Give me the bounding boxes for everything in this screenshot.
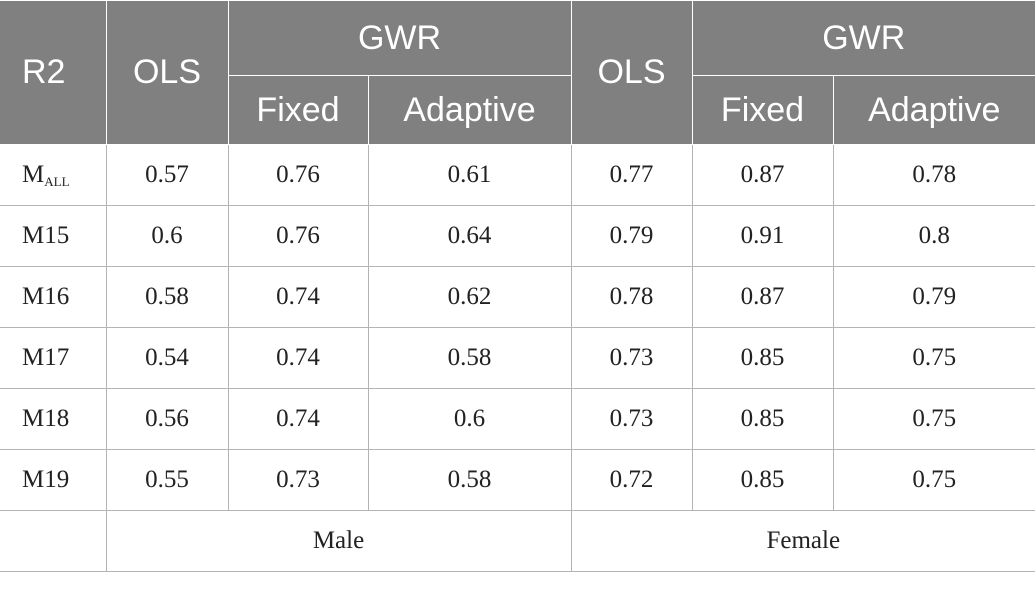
cell-adaptive-male: 0.58 [367,449,572,511]
cell-fixed-female: 0.87 [691,144,834,206]
table-header: R2 OLS GWR OLS GWR Fixed Adaptive Fixed … [0,0,1035,145]
cell-ols-female: 0.77 [570,144,693,206]
ols-male-header: OLS [105,0,229,145]
cell-fixed-male: 0.74 [227,327,369,389]
table-row: M16 0.58 0.74 0.62 0.78 0.87 0.79 [0,266,1035,328]
cell-adaptive-female: 0.78 [832,144,1035,206]
row-label-text: M18 [22,405,70,432]
row-label: M19 [0,449,107,511]
group-label-row: Male Female [0,510,1035,572]
cell-adaptive-female: 0.79 [832,266,1035,328]
cell-fixed-male: 0.74 [227,266,369,328]
ols-female-header: OLS [570,0,693,145]
row-label-subscript: ALL [44,173,70,189]
cell-ols-female: 0.78 [570,266,693,328]
cell-ols-male: 0.55 [105,449,229,511]
row-label: M16 [0,266,107,328]
cell-adaptive-female: 0.75 [832,449,1035,511]
cell-adaptive-female: 0.8 [832,205,1035,267]
cell-fixed-female: 0.85 [691,449,834,511]
cell-fixed-male: 0.74 [227,388,369,450]
r2-comparison-table: R2 OLS GWR OLS GWR Fixed Adaptive Fixed … [0,0,1035,572]
cell-ols-female: 0.72 [570,449,693,511]
table-body: MALL 0.57 0.76 0.61 0.77 0.87 0.78 M15 0… [0,144,1035,572]
female-group-label: Female [570,510,1035,572]
cell-ols-male: 0.6 [105,205,229,267]
cell-fixed-female: 0.85 [691,327,834,389]
row-label-text: M19 [22,466,70,493]
row-label-text: M16 [22,283,70,310]
table-row: M18 0.56 0.74 0.6 0.73 0.85 0.75 [0,388,1035,450]
gwr-female-header: GWR [691,0,1035,76]
cell-fixed-male: 0.76 [227,205,369,267]
cell-ols-male: 0.58 [105,266,229,328]
row-label: MALL [0,144,107,206]
cell-ols-male: 0.54 [105,327,229,389]
cell-ols-male: 0.56 [105,388,229,450]
cell-adaptive-male: 0.6 [367,388,572,450]
cell-adaptive-female: 0.75 [832,327,1035,389]
r2-header: R2 [0,0,107,145]
table-row: M15 0.6 0.76 0.64 0.79 0.91 0.8 [0,205,1035,267]
empty-cell [0,510,107,572]
row-label: M17 [0,327,107,389]
fixed-male-header: Fixed [228,75,369,145]
cell-fixed-male: 0.76 [227,144,369,206]
cell-adaptive-male: 0.61 [367,144,572,206]
table-row: M19 0.55 0.73 0.58 0.72 0.85 0.75 [0,449,1035,511]
cell-ols-male: 0.57 [105,144,229,206]
row-label: M18 [0,388,107,450]
header-row-sub: Fixed Adaptive Fixed Adaptive [0,75,1035,145]
cell-adaptive-male: 0.64 [367,205,572,267]
row-label-text: M17 [22,344,70,371]
male-group-label: Male [105,510,572,572]
cell-adaptive-male: 0.62 [367,266,572,328]
adaptive-female-header: Adaptive [832,75,1035,145]
row-label-text: M [22,160,45,188]
cell-ols-female: 0.73 [570,327,693,389]
cell-adaptive-female: 0.75 [832,388,1035,450]
fixed-female-header: Fixed [691,75,834,145]
cell-ols-female: 0.73 [570,388,693,450]
adaptive-male-header: Adaptive [367,75,572,145]
cell-ols-female: 0.79 [570,205,693,267]
row-label-text: M15 [22,222,70,249]
table-row: M17 0.54 0.74 0.58 0.73 0.85 0.75 [0,327,1035,389]
row-label: M15 [0,205,107,267]
cell-fixed-female: 0.87 [691,266,834,328]
gwr-male-header: GWR [227,0,572,76]
cell-fixed-female: 0.91 [691,205,834,267]
header-row-top: R2 OLS GWR OLS GWR [0,0,1035,145]
cell-adaptive-male: 0.58 [367,327,572,389]
cell-fixed-female: 0.85 [691,388,834,450]
cell-fixed-male: 0.73 [227,449,369,511]
table-row: MALL 0.57 0.76 0.61 0.77 0.87 0.78 [0,144,1035,206]
